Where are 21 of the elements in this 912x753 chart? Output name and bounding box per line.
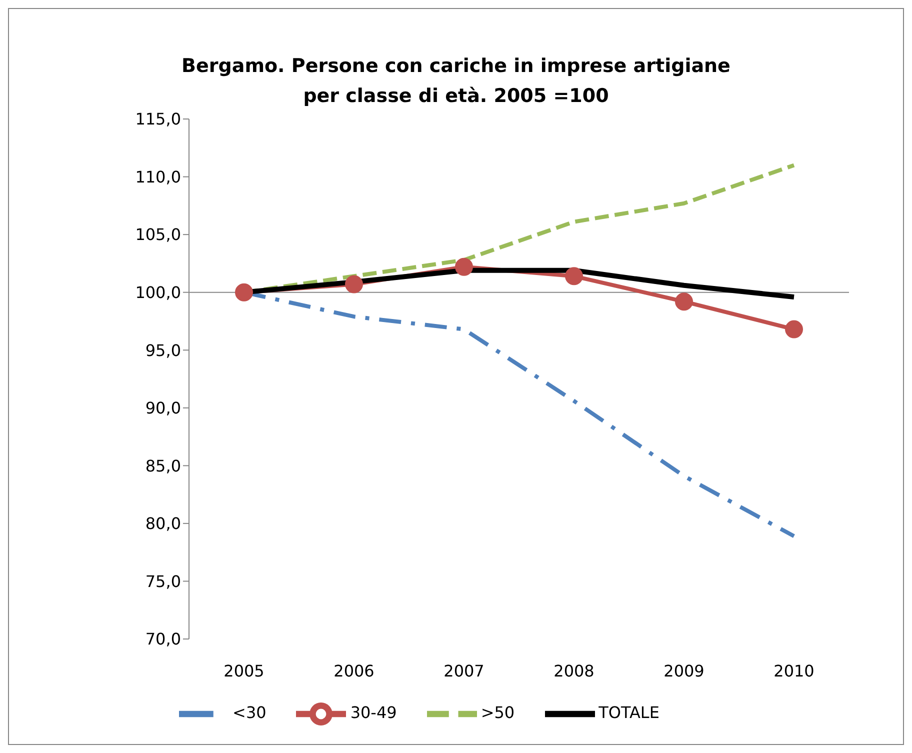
x-tick-label: 2009 [664, 661, 704, 680]
y-tick-label: 110,0 [135, 167, 181, 186]
legend-label: >50 [480, 703, 515, 722]
x-tick-label: 2007 [444, 661, 484, 680]
y-tick-label: 80,0 [145, 514, 181, 534]
y-tick-label: 85,0 [145, 456, 181, 476]
x-tick-label: 2006 [334, 661, 374, 680]
x-tick-label: 2005 [224, 661, 264, 680]
y-tick-label: 105,0 [135, 225, 181, 244]
legend-label: <30 [232, 703, 266, 722]
y-tick-label: 95,0 [145, 340, 181, 360]
y-tick-label: 100,0 [135, 283, 181, 302]
y-tick-label: 90,0 [145, 398, 181, 418]
legend-label: TOTALE [598, 703, 660, 722]
y-tick-label: 70,0 [145, 630, 181, 649]
x-tick-label: 2010 [774, 661, 814, 680]
legend-label: 30-49 [350, 703, 397, 722]
x-tick-label: 2008 [554, 661, 594, 680]
y-tick-label: 75,0 [145, 572, 181, 591]
chart-title: Bergamo. Persone con cariche in imprese artigiane per classe di età. 2005 =100 [180, 54, 732, 109]
y-tick-label: 115,0 [135, 110, 181, 129]
